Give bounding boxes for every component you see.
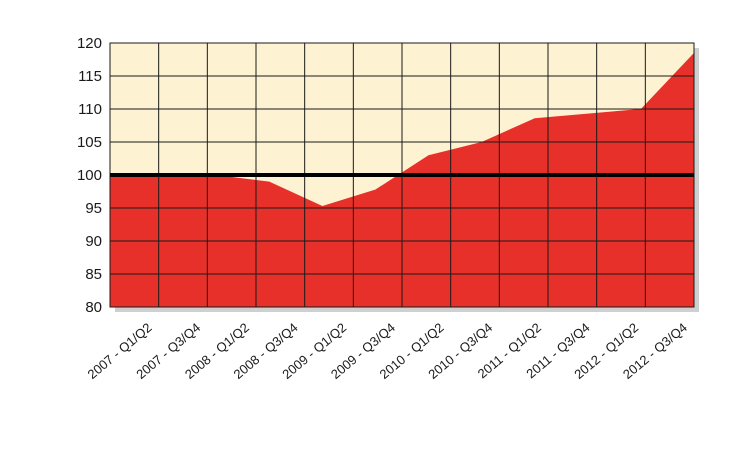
y-tick-label: 115 (78, 68, 102, 85)
y-tick-label: 110 (78, 101, 102, 118)
y-tick-label: 90 (85, 233, 102, 250)
y-tick-label: 105 (77, 134, 102, 151)
y-tick-label: 100 (77, 167, 102, 184)
y-tick-label: 85 (85, 266, 102, 283)
y-tick-label: 80 (85, 299, 102, 316)
y-tick-label: 95 (85, 200, 102, 217)
y-tick-label: 120 (77, 35, 102, 52)
